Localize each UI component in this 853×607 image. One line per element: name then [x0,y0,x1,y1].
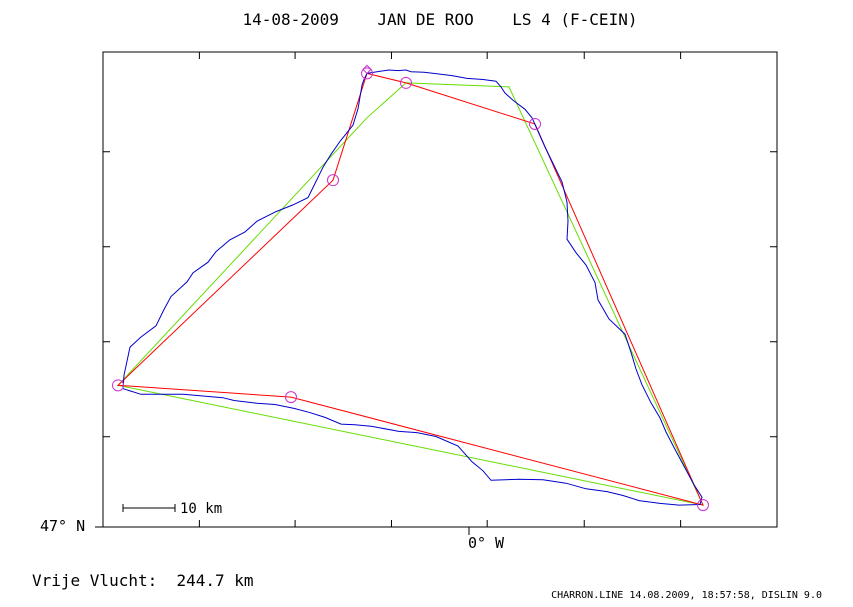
axis-ticks [95,51,778,535]
turnpoint-marker [400,76,412,89]
y-axis-label: 47° N [40,517,85,535]
turnpoint-marker [529,117,541,130]
turnpoint-marker [285,391,297,404]
triangle-line [117,82,704,506]
plot-layers [112,64,709,512]
start-marker [362,64,372,75]
scale-bar: 10 km [122,501,222,517]
task-line [116,72,704,506]
distance-label: Vrije Vlucht: 244.7 km [32,571,254,590]
footer-info: CHARRON.LINE 14.08.2009, 18:57:58, DISLI… [551,590,822,601]
turnpoint-marker [361,67,373,80]
x-axis-label: 0° W [468,534,505,552]
track-line [122,69,703,506]
turnpoint-marker [327,174,339,187]
scale-bar-label: 10 km [180,501,222,517]
chart-title: 14-08-2009 JAN DE ROO LS 4 (F-CEIN) [243,10,638,29]
turnpoint-marker [697,499,709,512]
plot-frame [102,51,778,528]
turnpoint-marker [112,379,124,392]
